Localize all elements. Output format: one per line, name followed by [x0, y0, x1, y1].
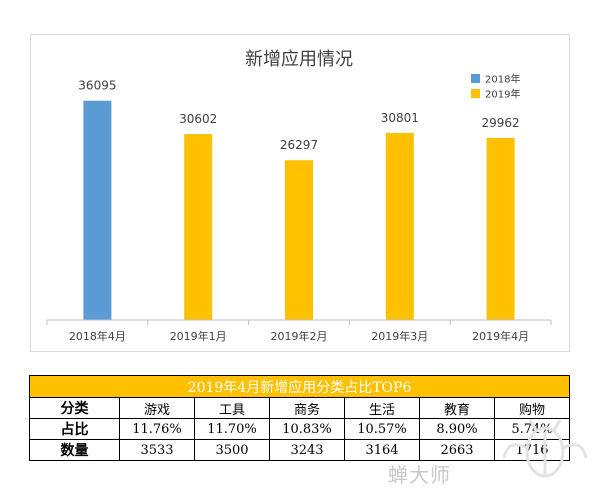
category-cell: 工具 — [194, 397, 270, 419]
bar-group — [83, 100, 515, 321]
x-tick-label: 2019年2月 — [271, 329, 328, 343]
category-cell: 教育 — [419, 397, 495, 419]
legend-label: 2019年 — [485, 88, 520, 101]
category-cell: 游戏 — [119, 397, 195, 419]
share-cell: 8.90% — [419, 418, 495, 440]
count-cell: 3533 — [119, 439, 195, 461]
row-header-share: 占比 — [29, 418, 120, 440]
table-title: 2019年4月新增应用分类占比TOP6 — [28, 375, 571, 398]
bar — [285, 160, 313, 320]
legend-label: 2018年 — [485, 73, 520, 86]
category-cell: 商务 — [269, 397, 345, 419]
x-tick-label: 2019年4月 — [472, 329, 529, 343]
category-table: 2019年4月新增应用分类占比TOP6 分类 游戏 工具 商务 生活 教育 购物… — [28, 375, 571, 461]
bar — [184, 134, 213, 320]
chart-legend: 2018年 2019年 — [471, 73, 520, 101]
share-cell: 10.83% — [269, 418, 345, 440]
count-cell: 3500 — [194, 439, 270, 461]
category-cell: 购物 — [493, 397, 571, 419]
x-tick-label: 2019年3月 — [371, 329, 428, 343]
share-cell: 11.70% — [194, 418, 270, 440]
x-axis: 2018年4月 2019年1月 2019年2月 2019年3月 2019年4月 — [46, 319, 552, 343]
share-cell: 11.76% — [119, 418, 195, 440]
legend-swatch — [471, 74, 480, 83]
data-label-group: 36095 30602 26297 30801 29962 — [78, 79, 519, 153]
x-tick-label: 2019年1月 — [170, 329, 227, 343]
bar — [385, 132, 414, 320]
chart-frame: 新增应用情况 2018年 2019年 36095 30602 26297 30801 29… — [30, 34, 570, 352]
data-label: 36095 — [78, 79, 116, 93]
watermark-text: 蝉大师 — [388, 463, 451, 487]
data-label: 26297 — [280, 138, 318, 152]
data-label: 29962 — [482, 116, 520, 130]
data-label: 30602 — [179, 112, 217, 126]
category-cell: 生活 — [344, 397, 420, 419]
table-row-category: 分类 游戏 工具 商务 生活 教育 购物 — [29, 397, 571, 419]
cicada-watermark-logo — [502, 419, 588, 478]
row-header-count: 数量 — [29, 439, 120, 461]
x-tick-label: 2018年4月 — [69, 329, 126, 343]
bar — [486, 137, 515, 320]
legend-swatch — [471, 89, 480, 98]
row-header-category: 分类 — [29, 397, 120, 419]
bar-chart: 新增应用情况 2018年 2019年 36095 30602 26297 30801 29… — [46, 49, 552, 343]
count-cell: 2663 — [419, 439, 495, 461]
chart-title: 新增应用情况 — [245, 49, 353, 70]
count-cell: 3164 — [344, 439, 420, 461]
table-row-count: 数量 3533 3500 3243 3164 2663 1716 — [29, 439, 571, 461]
share-cell: 10.57% — [344, 418, 420, 440]
share-cell: 5.74% — [493, 418, 571, 440]
bar — [83, 100, 112, 321]
table-row-share: 占比 11.76% 11.70% 10.83% 10.57% 8.90% 5.7… — [29, 418, 571, 440]
count-cell: 3243 — [269, 439, 345, 461]
data-label: 30801 — [381, 111, 419, 125]
